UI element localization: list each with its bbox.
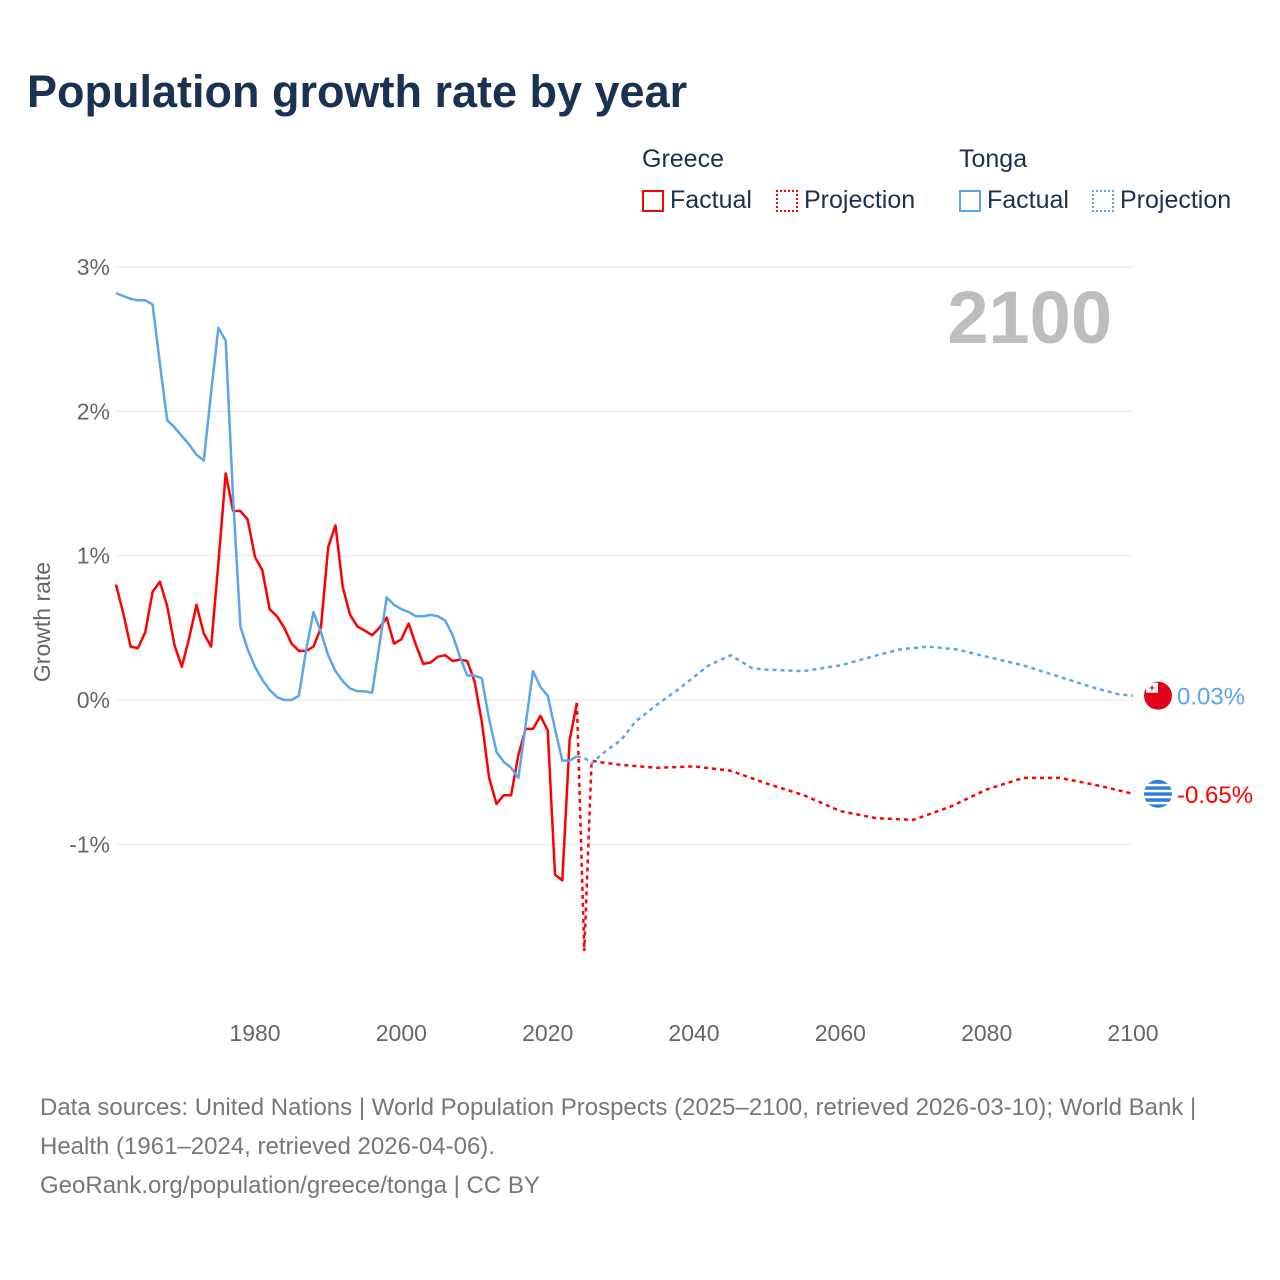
x-tick-label: 2020 <box>522 1020 573 1046</box>
y-tick-label: 0% <box>77 687 110 713</box>
x-tick-label: 2040 <box>668 1020 719 1046</box>
line-chart: 3% 2% 1% 0% -1% 1980 2000 2020 2040 2060 2080 2100 G… <box>29 254 1253 1046</box>
greece-flag-icon <box>1144 779 1172 808</box>
x-tick-label: 2060 <box>815 1020 866 1046</box>
greece-projection-line <box>575 702 1134 952</box>
legend-label: Projection <box>1120 186 1232 214</box>
greece-flag-stripe <box>1144 801 1172 805</box>
greece-flag-stripe <box>1144 795 1172 799</box>
y-axis-label: Growth rate <box>29 562 55 682</box>
tonga-end-label: 0.03% <box>1177 684 1245 711</box>
tonga-factual-line <box>115 291 578 780</box>
tonga-flag-canton <box>1146 682 1158 693</box>
y-tick-label: 1% <box>77 543 110 569</box>
tonga-flag-cross: + <box>1149 684 1155 695</box>
y-tick-label: -1% <box>69 831 110 857</box>
legend-swatch <box>642 189 664 212</box>
legend-tonga-projection[interactable]: Projection <box>1092 186 1231 215</box>
legend-swatch <box>959 189 981 212</box>
legend-group-greece: Greece <box>642 145 724 173</box>
legend-greece-projection[interactable]: Projection <box>776 186 915 215</box>
greece-end-label: -0.65% <box>1177 782 1253 809</box>
current-year-label: 2100 <box>947 276 1112 359</box>
legend-tonga-factual[interactable]: Factual <box>959 186 1069 215</box>
greece-flag-stripe <box>1144 789 1172 793</box>
y-tick-label: 2% <box>77 398 110 424</box>
tonga-projection-line <box>576 645 1134 766</box>
credit-link[interactable]: GeoRank.org/population/greece/tonga | CC… <box>40 1172 540 1199</box>
y-tick-label: 3% <box>77 254 110 280</box>
page-title: Population growth rate by year <box>27 66 688 117</box>
footer: Data sources: United Nations | World Pop… <box>40 1088 1240 1205</box>
legend-swatch <box>776 189 798 212</box>
legend-swatch <box>1092 189 1114 212</box>
greece-flag-stripe <box>1144 783 1172 787</box>
legend-greece-factual[interactable]: Factual <box>642 186 752 215</box>
legend-label: Projection <box>804 186 916 214</box>
x-tick-label: 2000 <box>376 1020 427 1046</box>
legend-label: Factual <box>670 186 752 214</box>
data-sources: Data sources: United Nations | World Pop… <box>40 1094 1197 1160</box>
x-tick-label: 2080 <box>961 1020 1012 1046</box>
legend-group-tonga: Tonga <box>959 145 1028 173</box>
legend-label: Factual <box>987 186 1069 214</box>
x-tick-label: 2100 <box>1107 1020 1158 1046</box>
x-tick-label: 1980 <box>229 1020 280 1046</box>
greece-factual-line <box>114 472 579 882</box>
